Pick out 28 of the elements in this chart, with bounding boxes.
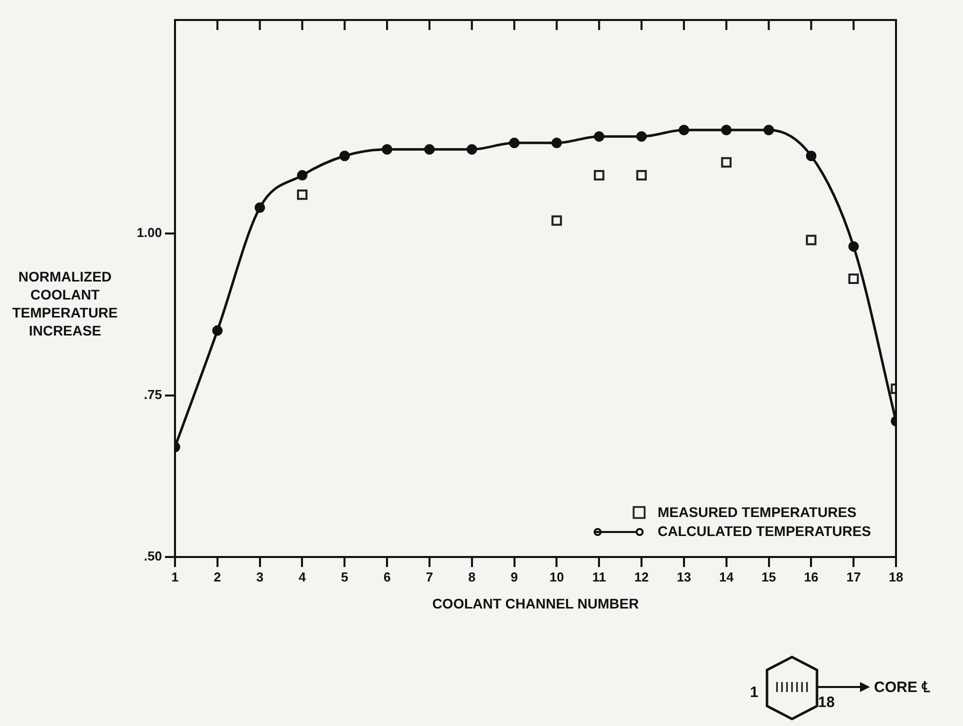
x-tick-label: 16 [804,569,818,584]
y-axis-title: NORMALIZED COOLANT TEMPERATURE INCREASE [12,268,118,339]
x-tick-label: 8 [468,569,476,584]
x-tick-label: 3 [256,569,264,584]
y-tick-label: .50 [144,548,162,564]
x-tick-label: 11 [592,569,606,584]
x-tick-label: 15 [762,569,776,584]
y-tick-label: .75 [144,386,162,402]
x-tick-label: 2 [214,569,222,584]
text: CORE ℄ [874,678,931,696]
x-tick-label: 14 [719,569,734,584]
text: 18 [818,694,835,711]
x-tick-label: 13 [676,569,692,584]
text: 1 [750,684,758,701]
x-tick-label: 6 [383,569,391,584]
y-tick-label: 1.00 [136,225,162,240]
x-tick-label: 9 [510,569,518,584]
x-tick-label: 5 [341,569,348,584]
x-tick-label: 1 [171,569,179,584]
x-tick-label: 12 [634,569,649,584]
x-tick-label: 10 [549,569,564,584]
x-tick-label: 17 [846,569,861,584]
x-tick-label: 4 [298,569,307,584]
x-axis-title: COOLANT CHANNEL NUMBER [432,595,639,612]
x-tick-label: 7 [426,569,434,584]
legend-label: CALCULATED TEMPERATURES [658,522,872,539]
x-tick-label: 18 [888,569,904,584]
legend-label: MEASURED TEMPERATURES [658,504,857,520]
